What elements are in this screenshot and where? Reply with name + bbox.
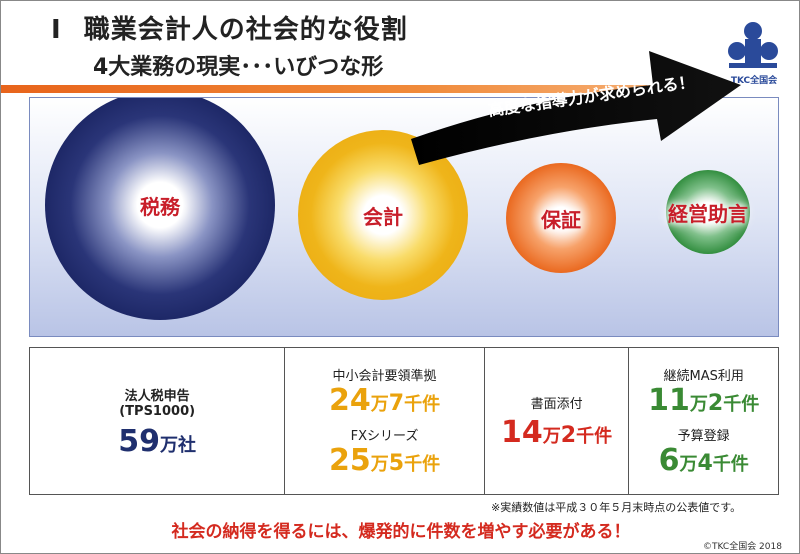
circle-keiei: 経営助言 (666, 170, 750, 254)
circle-hosho-label: 保証 (541, 207, 581, 232)
stat-chusho-value: 24万7千件 (329, 383, 441, 418)
stat-shomen-value: 14万2千件 (501, 415, 613, 450)
stat-houjin: 法人税申告 (TPS1000) 59万社 (30, 348, 286, 494)
stat-fx-value: 25万5千件 (329, 443, 441, 478)
page-subtitle: 4大業務の現実･･･いびつな形 (93, 55, 384, 80)
circle-zeimu-label: 税務 (140, 194, 180, 219)
stat-chusho-label: 中小会計要領準拠 (332, 369, 437, 384)
business-circles-panel: 税務 会計 保証 経営助言 (29, 97, 779, 337)
stat-houjin-label: 法人税申告 (124, 388, 190, 404)
section-number: Ⅰ (51, 15, 62, 45)
stat-yosan-value: 6万4千件 (658, 443, 749, 478)
title-text: 職業会計人の社会的な役割 (83, 15, 408, 45)
tkc-logo-icon (728, 22, 778, 68)
circle-kaikei-label: 会計 (363, 204, 403, 229)
stat-mas-label: 継続MAS利用 (663, 369, 744, 384)
logo-text: TKC全国会 (730, 76, 778, 86)
stat-houjin-sub: (TPS1000) (119, 403, 196, 419)
stat-kaikei-group: 中小会計要領準拠 24万7千件 FXシリーズ 25万5千件 (285, 348, 485, 494)
stat-mas-value: 11万2千件 (648, 383, 760, 418)
stat-houjin-value: 59万社 (118, 423, 197, 459)
page-title: Ⅰ 職業会計人の社会的な役割 (51, 9, 408, 46)
stat-shomen: 書面添付 14万2千件 (485, 348, 630, 494)
stats-table: 法人税申告 (TPS1000) 59万社 中小会計要領準拠 24万7千件 FXシ… (29, 347, 779, 495)
stat-yosan-label: 予算登録 (677, 429, 730, 444)
title-underline (1, 85, 691, 93)
copyright: ©TKC全国会 2018 (703, 542, 782, 552)
stat-shomen-label: 書面添付 (530, 397, 583, 412)
stat-keiei-group: 継続MAS利用 11万2千件 予算登録 6万4千件 (629, 348, 778, 494)
circle-hosho: 保証 (506, 163, 616, 273)
upward-arrow-icon (411, 51, 741, 165)
circle-keiei-label: 経営助言 (668, 201, 748, 226)
stat-fx-label: FXシリーズ (350, 429, 419, 444)
conclusion-text: 社会の納得を得るには、爆発的に件数を増やす必要がある！ (171, 522, 631, 542)
footnote: ※実績数値は平成３０年５月末時点の公表値です。 (491, 501, 742, 514)
circle-zeimu: 税務 (45, 98, 275, 320)
